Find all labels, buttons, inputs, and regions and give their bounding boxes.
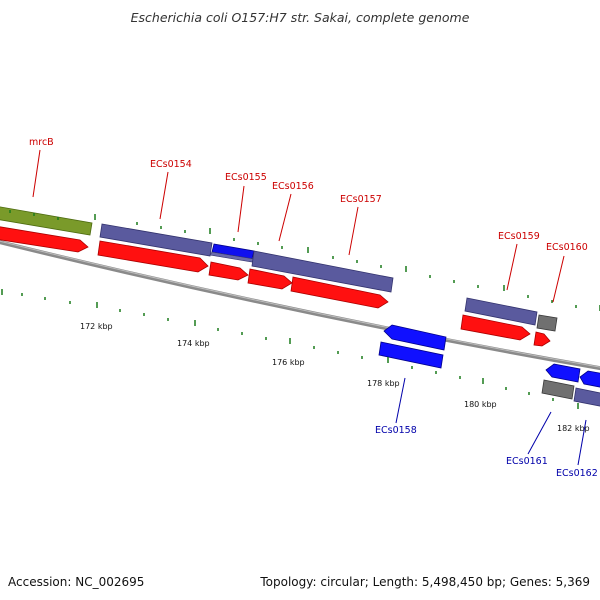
gene-label-ECs0157[interactable]: ECs0157 <box>340 194 382 205</box>
gene-ECs0158[interactable] <box>378 341 444 369</box>
gene-label-ECs0156[interactable]: ECs0156 <box>272 181 314 192</box>
reverse-leader-lines <box>395 377 587 466</box>
gene-label-mrcB[interactable]: mrcB <box>29 137 54 148</box>
gene-labels: mrcB ECs0154 ECs0155 ECs0156 ECs0157 ECs… <box>29 137 598 479</box>
gene-ECs0154[interactable] <box>99 223 213 257</box>
accession-text: Accession: NC_002695 <box>8 575 144 589</box>
scale-labels: 172 kbp 174 kbp 176 kbp 178 kbp 180 kbp … <box>80 322 590 433</box>
scale-ticks-upper <box>9 210 600 311</box>
gene-label-ECs0160[interactable]: ECs0160 <box>546 242 588 253</box>
gene-ECs0159[interactable] <box>464 297 538 326</box>
gene-label-ECs0154[interactable]: ECs0154 <box>150 159 192 170</box>
backbone-highlight <box>0 240 600 368</box>
cds-mrcB[interactable] <box>0 226 89 253</box>
gene-label-ECs0159[interactable]: ECs0159 <box>498 231 540 242</box>
gene-label-ECs0161[interactable]: ECs0161 <box>506 456 548 467</box>
gene-mrcB[interactable] <box>0 206 93 236</box>
scale-label-172: 172 kbp <box>80 322 113 331</box>
gene-label-ECs0155[interactable]: ECs0155 <box>225 172 267 183</box>
genome-summary-text: Topology: circular; Length: 5,498,450 bp… <box>259 575 590 589</box>
cds-ECs0156[interactable] <box>247 268 293 290</box>
scale-label-174: 174 kbp <box>177 339 210 348</box>
cds-ECs0162[interactable] <box>579 370 600 388</box>
gene-ECs0161[interactable] <box>541 379 575 400</box>
cds-ECs0157[interactable] <box>290 276 389 309</box>
gene-ECs0155[interactable] <box>209 251 255 263</box>
reverse-strand-genes[interactable] <box>378 324 600 407</box>
map-title: Escherichia coli O157:H7 str. Sakai, com… <box>131 10 470 25</box>
cds-ECs0161[interactable] <box>545 363 581 383</box>
backbone-line <box>0 240 600 371</box>
genome-track <box>0 240 600 371</box>
cds-ECs0159[interactable] <box>460 314 531 341</box>
cds-ECs0160[interactable] <box>533 331 551 347</box>
gene-ECs0162[interactable] <box>573 387 600 407</box>
scale-label-176: 176 kbp <box>272 358 305 367</box>
cds-ECs0155[interactable] <box>208 261 249 281</box>
forward-strand-genes[interactable] <box>0 206 558 347</box>
gene-label-ECs0162[interactable]: ECs0162 <box>556 468 598 479</box>
gene-label-ECs0158[interactable]: ECs0158 <box>375 425 417 436</box>
cds-ECs0158[interactable] <box>383 324 447 351</box>
scale-ticks-lower <box>1 289 579 409</box>
cds-ECs0154[interactable] <box>97 240 209 273</box>
scale-label-182: 182 kbp <box>557 424 590 433</box>
scale-label-178: 178 kbp <box>367 379 400 388</box>
gene-ECs0156-0157[interactable] <box>251 250 394 293</box>
gene-ECs0160[interactable] <box>536 314 558 332</box>
forward-leader-lines <box>32 149 565 303</box>
scale-label-180: 180 kbp <box>464 400 497 409</box>
